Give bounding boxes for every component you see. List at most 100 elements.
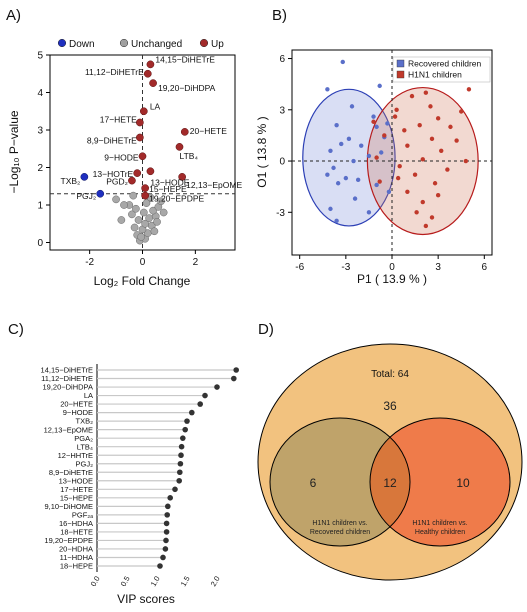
volcano-point-unchanged <box>153 218 161 226</box>
volcano-point-label: 20−HETE <box>190 126 227 136</box>
pca-point <box>395 175 401 181</box>
volcano-y-tick-label: 0 <box>37 238 43 249</box>
pca-point <box>335 181 341 186</box>
pca-point <box>374 155 379 160</box>
pca-legend-label: Recovered children <box>408 59 482 69</box>
vip-lollipop-head <box>162 546 169 552</box>
vip-category-label: PGA₂ <box>74 434 93 443</box>
vip-category-label: 20−HDHA <box>59 545 93 554</box>
vip-lollipop-head <box>157 563 163 569</box>
volcano-point-label: 19,20−DiHDPA <box>158 83 216 93</box>
venn-right-set <box>370 418 510 546</box>
venn-total-label: Total: 64 <box>371 369 409 380</box>
pca-x-tick-label: -3 <box>341 262 350 273</box>
vip-category-label: 11,12−DiHETrE <box>41 374 93 383</box>
vip-lollipop-head <box>184 418 190 424</box>
vip-category-label: 13−HODE <box>59 476 93 485</box>
vip-x-tick-label: 1.0 <box>149 575 162 589</box>
volcano-legend-label: Up <box>211 39 224 50</box>
vip-lollipop-head <box>160 554 166 561</box>
vip-category-label: 18−HETE <box>60 528 93 537</box>
vip-plot-area: 14,15−DiHETrE11,12−DiHETrE19,20−DiHDPALA… <box>41 364 239 588</box>
pca-point <box>402 128 407 133</box>
vip-lollipop-head <box>165 503 171 510</box>
pca-point <box>339 141 344 147</box>
volcano-point-label: PGJ₂ <box>76 191 96 201</box>
volcano-point-up <box>175 143 184 151</box>
vip-lollipop-head <box>177 460 184 467</box>
pca-point <box>412 172 418 177</box>
volcano-point-unchanged <box>149 206 157 215</box>
venn-left-set-label: H1N1 children vs. <box>312 520 367 527</box>
vip-category-label: 12,13−EpOME <box>44 425 93 434</box>
venn-diagram: Total: 64 36 6 12 10 H1N1 children vs. Recover… <box>257 343 523 581</box>
volcano-point-label: 8,9−DiHETrE <box>87 136 137 146</box>
volcano-point-up <box>138 152 147 161</box>
volcano-y-axis-title: −Log₁₀ P−value <box>7 110 21 193</box>
vip-category-label: 16−HDHA <box>59 519 93 528</box>
volcano-point-label: TXB₂ <box>61 176 81 186</box>
pca-legend-label: H1N1 children <box>408 70 462 80</box>
pca-point <box>397 163 402 169</box>
pca-point <box>417 122 422 128</box>
pca-point <box>385 121 390 126</box>
volcano-point-label: LA <box>150 101 161 111</box>
pca-point <box>466 87 472 92</box>
volcano-point-label: 15−HEPE <box>149 184 187 194</box>
vip-lollipop-head <box>214 384 220 390</box>
pca-point <box>366 210 372 215</box>
pca-point <box>377 179 382 184</box>
volcano-point-up <box>136 118 144 127</box>
volcano-point-label: LTB₄ <box>180 151 199 161</box>
volcano-point-unchanged <box>145 214 153 222</box>
vip-lollipop-head <box>163 520 170 527</box>
volcano-point-up <box>146 60 155 69</box>
volcano-point-unchanged <box>137 233 146 241</box>
pca-point <box>432 181 438 186</box>
pca-point <box>409 93 415 99</box>
vip-category-label: 12−HHTrE <box>58 451 93 460</box>
panel-c: C) 14,15−DiHETrE11,12−DiHETrE19,20−DiHDP… <box>8 321 239 606</box>
vip-category-label: 9,10−DiHOME <box>44 502 93 511</box>
vip-lollipop-head <box>182 426 188 433</box>
pca-point <box>371 119 376 124</box>
volcano-point-up <box>141 191 149 200</box>
vip-category-label: 8,9−DiHETrE <box>49 468 93 477</box>
vip-category-label: TXB₂ <box>76 417 94 426</box>
pca-point <box>428 104 433 109</box>
pca-point <box>392 114 398 119</box>
venn-left-set-label: Recovered children <box>310 529 370 536</box>
volcano-y-tick-label: 1 <box>37 201 43 212</box>
volcano-point-down <box>80 173 89 181</box>
vip-lollipop-head <box>178 443 185 450</box>
vip-lollipop-head <box>189 409 195 416</box>
pca-legend-swatch <box>396 59 405 68</box>
vip-lollipop-head <box>233 367 239 373</box>
pca-plot-area: -6 -3 0 3 6 -3 0 3 6 <box>276 50 492 273</box>
pca-point <box>423 223 429 229</box>
pca-point <box>331 165 336 171</box>
pca-point <box>340 59 345 65</box>
venn-right-set-label: H1N1 children vs. <box>412 520 467 527</box>
pca-point <box>343 175 349 181</box>
pca-legend-box <box>392 56 491 83</box>
volcano-point-up <box>133 169 142 177</box>
volcano-point-up <box>149 79 157 87</box>
panel-a-label: A) <box>6 7 21 24</box>
vip-category-label: 11−HDHA <box>60 553 93 562</box>
volcano-point-down <box>96 189 105 198</box>
vip-category-label: 15−HEPE <box>60 493 93 502</box>
vip-category-label: LTB₄ <box>77 442 93 451</box>
vip-category-label: PGF₂ₐ <box>72 510 93 519</box>
pca-point <box>352 196 358 201</box>
venn-right-set-label: Healthy children <box>415 529 465 536</box>
pca-x-tick-label: -6 <box>295 262 304 273</box>
pca-point <box>429 136 435 142</box>
volcano-point-label: 12,13−EpOME <box>186 180 242 190</box>
vip-lollipop-head <box>172 486 178 493</box>
vip-lollipop-head <box>202 392 208 399</box>
pca-y-tick-label: -3 <box>276 208 285 219</box>
vip-lollipop-head <box>177 469 183 476</box>
pca-point <box>439 148 444 153</box>
